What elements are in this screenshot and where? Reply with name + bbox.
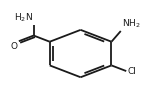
- Text: NH$_2$: NH$_2$: [122, 18, 140, 30]
- Text: Cl: Cl: [127, 67, 136, 76]
- Text: H$_2$N: H$_2$N: [14, 12, 33, 24]
- Text: O: O: [10, 42, 17, 51]
